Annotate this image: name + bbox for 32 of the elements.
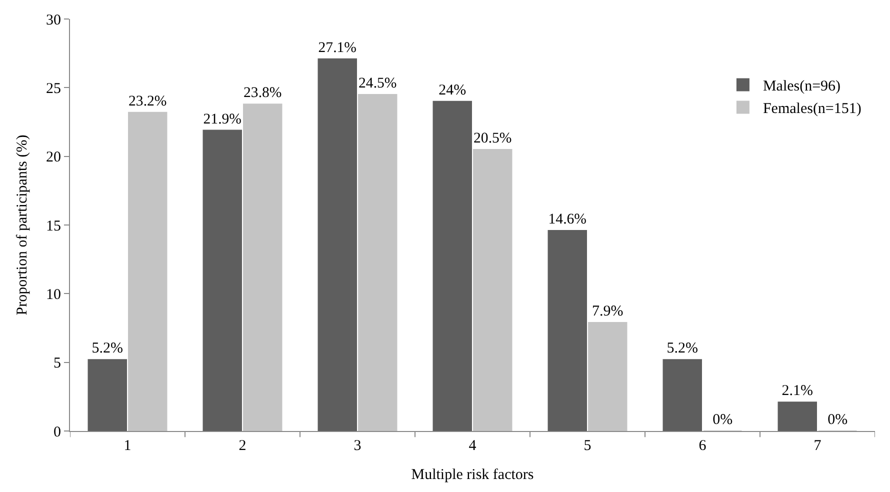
- x-tick-label: 4: [468, 438, 477, 454]
- x-tick-label: 3: [354, 438, 362, 454]
- data-label: 5.2%: [92, 340, 123, 357]
- data-label: 21.9%: [203, 111, 242, 128]
- data-label: 0%: [828, 412, 848, 428]
- legend-label: Males(n=96): [762, 78, 841, 95]
- data-label: 27.1%: [318, 40, 356, 56]
- data-label: 14.6%: [548, 212, 586, 228]
- data-label: 5.2%: [666, 340, 698, 357]
- data-label: 23.2%: [128, 93, 167, 110]
- data-label: 24%: [438, 82, 466, 98]
- data-label: 7.9%: [592, 304, 624, 320]
- y-axis-title: Proportion of participants (%): [14, 134, 30, 316]
- x-tick-label: 1: [124, 438, 132, 454]
- y-tick-label: 25: [46, 80, 61, 97]
- x-tick-label: 6: [698, 438, 707, 454]
- x-tick-label: 7: [814, 438, 822, 454]
- data-label: 23.8%: [244, 85, 282, 102]
- x-tick-label: 5: [584, 438, 592, 454]
- x-tick-label: 2: [238, 438, 246, 454]
- data-label: 0%: [712, 412, 733, 428]
- y-tick-label: 10: [46, 286, 61, 303]
- data-label: 24.5%: [358, 76, 397, 92]
- legend-label: Females(n=151): [762, 101, 862, 118]
- x-axis-title: Multiple risk factors: [411, 467, 534, 483]
- y-tick-label: 30: [46, 12, 61, 28]
- y-tick-label: 5: [54, 356, 61, 372]
- data-label: 2.1%: [782, 383, 813, 400]
- data-label: 20.5%: [474, 130, 512, 147]
- y-tick-label: 0: [54, 424, 61, 440]
- y-tick-label: 20: [46, 150, 61, 166]
- y-tick-label: 15: [46, 218, 61, 234]
